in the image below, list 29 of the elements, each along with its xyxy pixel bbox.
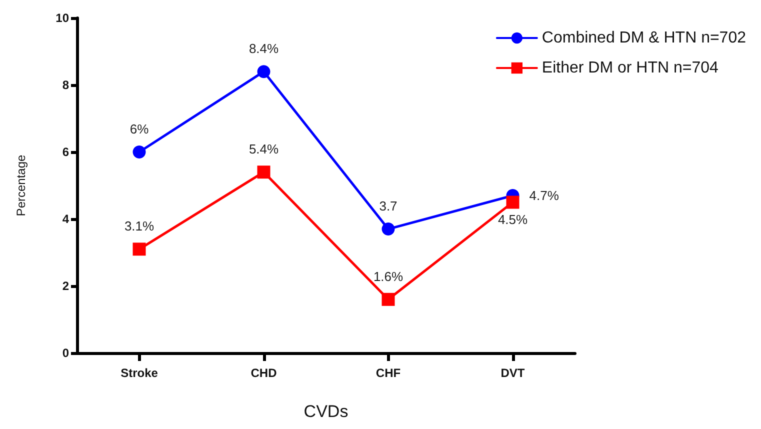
data-label: 6% (130, 122, 150, 136)
data-label: 3.7 (379, 198, 398, 214)
data-label: 4.7% (529, 188, 560, 204)
x-tick-label: CHF (376, 366, 401, 380)
data-label: 4.5% (498, 212, 528, 227)
data-label: 5.4% (248, 142, 279, 157)
point (132, 242, 146, 256)
y-tick-label: 4 (62, 212, 70, 226)
point (132, 146, 146, 158)
data-label: 1.6% (373, 268, 404, 284)
y-axis-title: Percentage (14, 154, 28, 216)
x-tick-label: Stroke (120, 366, 158, 380)
point (257, 65, 270, 78)
legend-label: Either DM or HTN n=704 (542, 60, 719, 76)
x-tick-label: CHD (250, 366, 278, 380)
y-tick-label: 8 (62, 78, 70, 92)
y-tick-label: 10 (56, 11, 70, 25)
data-label: 8.4% (248, 41, 279, 56)
data-label: 3.1% (124, 218, 154, 234)
y-tick-label: 2 (62, 279, 70, 293)
point (506, 196, 520, 209)
point (382, 222, 395, 236)
x-tick-label: DVT (500, 366, 526, 380)
legend-label: Combined DM & HTN n=702 (542, 30, 746, 46)
point (257, 166, 270, 179)
y-tick-label: 0 (62, 346, 70, 360)
y-tick-label: 6 (62, 145, 70, 159)
x-axis-title: CVDs (304, 402, 348, 421)
point (382, 292, 395, 306)
